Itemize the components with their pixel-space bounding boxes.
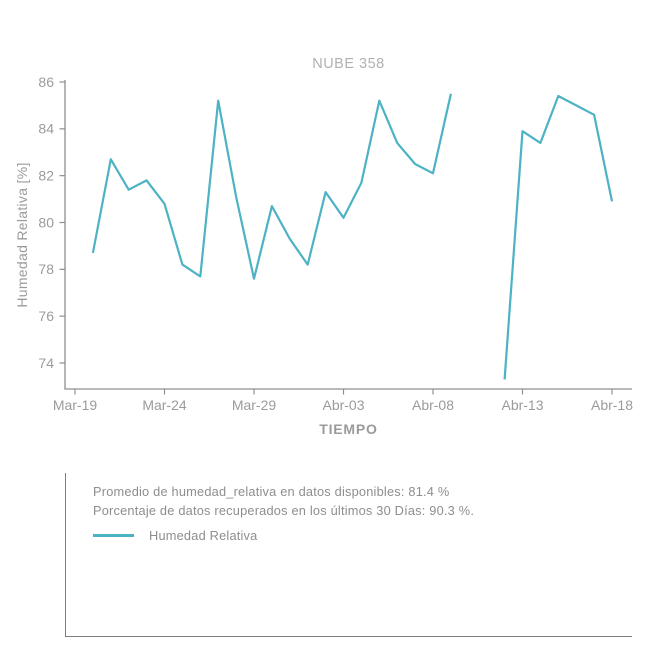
- y-tick-label: 80: [38, 214, 54, 230]
- x-tick-label: Abr-03: [322, 397, 364, 413]
- legend: Humedad Relativa: [93, 528, 632, 543]
- axes-spines: [64, 80, 632, 390]
- y-tick-label: 82: [38, 167, 54, 183]
- x-tick-label: Mar-29: [232, 397, 277, 413]
- x-tick-label: Abr-18: [591, 397, 633, 413]
- stats-panel: Promedio de humedad_relativa en datos di…: [65, 473, 632, 637]
- humidity-line: [91, 93, 614, 380]
- y-tick-label: 76: [38, 308, 54, 324]
- y-tick-label: 86: [38, 74, 54, 90]
- average-humidity-text: Promedio de humedad_relativa en datos di…: [93, 484, 450, 499]
- x-axis-label: TIEMPO: [319, 421, 378, 437]
- x-tick-label: Mar-24: [142, 397, 187, 413]
- x-tick-label: Abr-08: [412, 397, 454, 413]
- data-recovery-text: Porcentaje de datos recuperados en los ú…: [93, 502, 475, 518]
- y-tick-label: 74: [38, 355, 54, 371]
- legend-line-swatch: [93, 534, 134, 537]
- x-tick-label: Mar-19: [53, 397, 98, 413]
- chart-title: NUBE 358: [312, 56, 385, 72]
- humidity-line-chart: 86 84 82 80 78 76 74 Mar-19 Mar-24 Mar-29 Abr-03 Ab…: [38, 74, 633, 413]
- y-tick-label: 84: [38, 121, 54, 137]
- x-tick-label: Abr-13: [501, 397, 543, 413]
- legend-label: Humedad Relativa: [149, 528, 258, 543]
- y-tick-label: 78: [38, 261, 54, 277]
